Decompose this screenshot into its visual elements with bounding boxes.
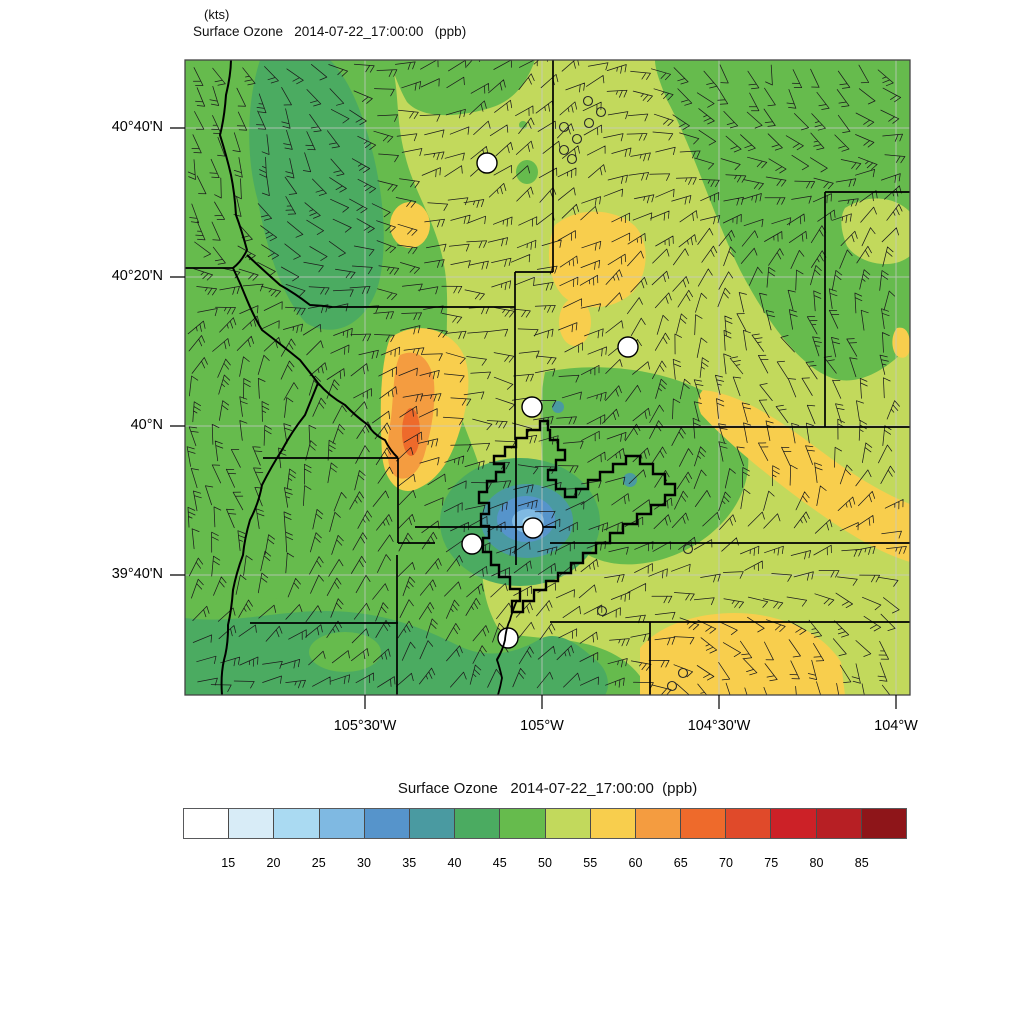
colorbar-cell <box>500 809 546 838</box>
colorbar-cell <box>771 809 817 838</box>
colorbar-cell <box>274 809 320 838</box>
colorbar-cell <box>364 809 410 838</box>
station-marker <box>461 533 483 555</box>
colorbar-tick-label: 65 <box>673 856 688 870</box>
colorbar-cell <box>590 809 636 838</box>
station-marker <box>521 396 543 418</box>
contour-region <box>559 298 591 346</box>
station-marker <box>497 627 519 649</box>
station-marker <box>522 517 544 539</box>
contour-region <box>390 60 535 116</box>
station-marker <box>617 336 639 358</box>
calm-wind-circle <box>566 153 578 165</box>
colorbar-tick-label: 70 <box>719 856 733 870</box>
colorbar-cell <box>229 809 275 838</box>
contour-region <box>390 202 430 248</box>
lat-tick-label: 40°N <box>130 417 163 433</box>
colorbar-tick-label: 45 <box>492 856 507 870</box>
contour-region <box>892 327 910 358</box>
plot-title: Surface Ozone 2014-07-22_17:00:00 (ppb) <box>193 24 467 39</box>
calm-wind-circle <box>558 121 570 133</box>
colorbar-tick-label: 40 <box>447 856 462 870</box>
colorbar <box>183 808 907 839</box>
calm-wind-circle <box>596 605 608 617</box>
contour-region <box>841 198 910 265</box>
lat-tick-label: 40°20'N <box>111 268 163 284</box>
contour-region <box>548 211 646 308</box>
county-boundaries-wavy <box>219 60 399 695</box>
colorbar-tick-label: 15 <box>221 856 236 870</box>
city-boundary <box>477 419 677 614</box>
contour-region <box>309 632 381 672</box>
calm-wind-circle <box>682 543 694 555</box>
station-marker <box>476 152 498 174</box>
colorbar-cell <box>861 809 906 838</box>
station-markers <box>461 152 639 649</box>
colorbar-tick-label: 35 <box>402 856 417 870</box>
map-frame <box>184 59 911 696</box>
colorbar-tick-label: 50 <box>538 856 552 870</box>
calm-wind-circle <box>677 667 689 679</box>
wind-barbs-layer <box>186 60 907 695</box>
colorbar-cell <box>184 809 230 838</box>
contour-region <box>516 160 538 184</box>
lon-tick-label: 104°30'W <box>687 718 751 734</box>
contour-region <box>623 473 637 487</box>
lon-tick-label: 104°W <box>874 718 918 734</box>
calm-wind-circle <box>595 106 607 118</box>
colorbar-tick-label: 60 <box>628 856 643 870</box>
colorbar-cell <box>635 809 682 838</box>
colorbar-tick-label: 85 <box>854 856 869 870</box>
colorbar-cell <box>545 809 591 838</box>
colorbar-tick-label: 75 <box>764 856 779 870</box>
contour-region <box>249 60 384 330</box>
colorbar-tick-label: 25 <box>311 856 326 870</box>
contour-region <box>698 390 910 562</box>
lat-tick-label: 40°40'N <box>111 119 163 135</box>
contour-fill-layer <box>185 60 910 695</box>
calm-wind-circle <box>558 144 570 156</box>
colorbar-cell <box>816 809 862 838</box>
colorbar-tick-label: 55 <box>583 856 598 870</box>
colorbar-cell <box>409 809 456 838</box>
colorbar-title: Surface Ozone 2014-07-22_17:00:00 (ppb) <box>397 780 698 797</box>
colorbar-cell <box>681 809 727 838</box>
lon-tick-label: 105°W <box>520 718 564 734</box>
calm-wind-circle <box>582 95 594 107</box>
calm-wind-circle <box>571 133 583 145</box>
county-boundary-river <box>496 599 518 695</box>
axis-tick-marks <box>170 127 897 709</box>
colorbar-tick-label: 30 <box>357 856 371 870</box>
lat-tick-label: 39°40'N <box>111 566 163 582</box>
contour-region <box>519 121 527 129</box>
lon-tick-label: 105°30'W <box>333 718 397 734</box>
colorbar-cell <box>726 809 772 838</box>
calm-wind-circle <box>666 680 678 692</box>
wind-units-label: (kts) <box>204 7 230 22</box>
colorbar-cell <box>319 809 365 838</box>
calm-wind-circle <box>583 117 595 129</box>
colorbar-cell <box>455 809 501 838</box>
calm-wind-circles <box>558 95 694 692</box>
colorbar-tick-label: 80 <box>809 856 824 870</box>
contour-region <box>552 401 564 413</box>
contour-region <box>402 408 420 456</box>
colorbar-tick-label: 20 <box>266 856 281 870</box>
